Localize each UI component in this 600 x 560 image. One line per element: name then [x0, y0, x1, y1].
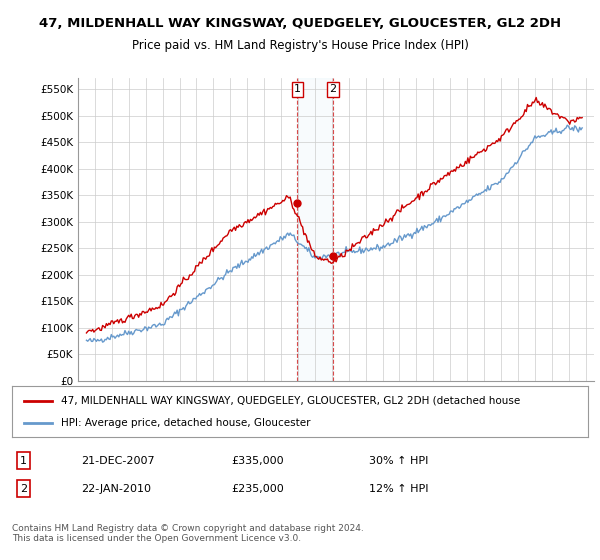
Text: 47, MILDENHALL WAY KINGSWAY, QUEDGELEY, GLOUCESTER, GL2 2DH (detached house: 47, MILDENHALL WAY KINGSWAY, QUEDGELEY, … — [61, 395, 520, 405]
Text: £335,000: £335,000 — [231, 456, 284, 465]
Text: Contains HM Land Registry data © Crown copyright and database right 2024.
This d: Contains HM Land Registry data © Crown c… — [12, 524, 364, 543]
Text: 30% ↑ HPI: 30% ↑ HPI — [369, 456, 428, 465]
Text: 12% ↑ HPI: 12% ↑ HPI — [369, 484, 428, 493]
Text: 1: 1 — [20, 456, 27, 465]
Text: 22-JAN-2010: 22-JAN-2010 — [81, 484, 151, 493]
Text: HPI: Average price, detached house, Gloucester: HPI: Average price, detached house, Glou… — [61, 418, 310, 428]
Text: 21-DEC-2007: 21-DEC-2007 — [81, 456, 155, 465]
Text: Price paid vs. HM Land Registry's House Price Index (HPI): Price paid vs. HM Land Registry's House … — [131, 39, 469, 52]
Text: 1: 1 — [294, 85, 301, 95]
Bar — [298, 78, 333, 381]
Text: 2: 2 — [20, 484, 27, 493]
Text: 2: 2 — [329, 85, 337, 95]
Text: £235,000: £235,000 — [231, 484, 284, 493]
Text: 47, MILDENHALL WAY KINGSWAY, QUEDGELEY, GLOUCESTER, GL2 2DH: 47, MILDENHALL WAY KINGSWAY, QUEDGELEY, … — [39, 17, 561, 30]
